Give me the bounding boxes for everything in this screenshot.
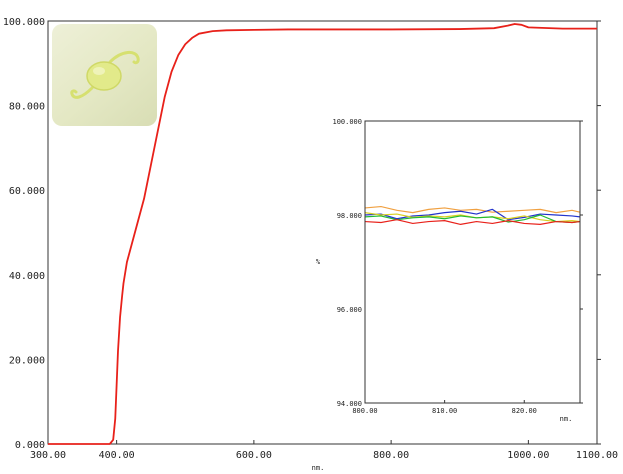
lens-optic [86, 61, 122, 91]
intraocular-lens-photo [52, 24, 157, 126]
inset-y-axis-label: % [316, 258, 321, 266]
main-y-tick-label: 40.000 [9, 271, 45, 282]
inset-plot-frame [364, 120, 581, 404]
main-x-axis-label: nm. [312, 464, 325, 472]
inset-y-axis: 94.000 96.000 98.000 100.000 [332, 118, 583, 408]
inset-x-tick-label: 810.00 [432, 407, 457, 415]
inset-x-axis: 800.00 810.00 820.00 [352, 400, 537, 415]
main-y-axis: 0.000 20.000 40.000 60.000 80.000 100.000 [3, 17, 601, 451]
main-x-tick-label: 400.00 [99, 450, 135, 461]
main-y-tick-label: 60.000 [9, 186, 45, 197]
main-y-tick-label: 100.000 [3, 17, 45, 28]
main-x-tick-label: 300.00 [30, 450, 66, 461]
inset-series-line-1 [364, 208, 581, 221]
inset-y-tick-label: 96.000 [337, 306, 362, 314]
inset-x-axis-label: nm. [560, 415, 573, 423]
inset-x-tick-label: 820.00 [512, 407, 537, 415]
main-x-tick-label: 1100.00 [576, 450, 618, 461]
inset-y-tick-label: 94.000 [337, 400, 362, 408]
lens-haptic-top [108, 51, 140, 65]
inset-x-tick-label: 800.00 [352, 407, 377, 415]
lens-highlight [93, 67, 105, 75]
inset-y-tick-label: 100.000 [332, 118, 362, 126]
inset-y-tick-label: 98.000 [337, 212, 362, 220]
lens-illustration [70, 51, 140, 99]
main-x-tick-label: 1000.00 [507, 450, 549, 461]
main-x-tick-label: 800.00 [373, 450, 409, 461]
main-y-tick-label: 80.000 [9, 102, 45, 113]
main-x-axis: 300.00 400.00 600.00 800.00 1000.00 1100.00 [30, 440, 618, 461]
main-y-tick-label: 20.000 [9, 355, 45, 366]
inset-plot-background [365, 121, 580, 403]
inset-series-group [364, 205, 581, 225]
main-plot-frame [47, 20, 598, 445]
lens-haptic-bottom [70, 86, 94, 99]
main-y-tick-label: 0.000 [15, 440, 45, 451]
main-series-group [48, 23, 597, 445]
inset-series-line-3 [364, 214, 581, 224]
inset-series-line-4 [364, 219, 581, 225]
inset-series-line-0 [364, 205, 581, 214]
main-x-tick-label: 600.00 [236, 450, 272, 461]
main-series-line-0 [48, 23, 597, 445]
